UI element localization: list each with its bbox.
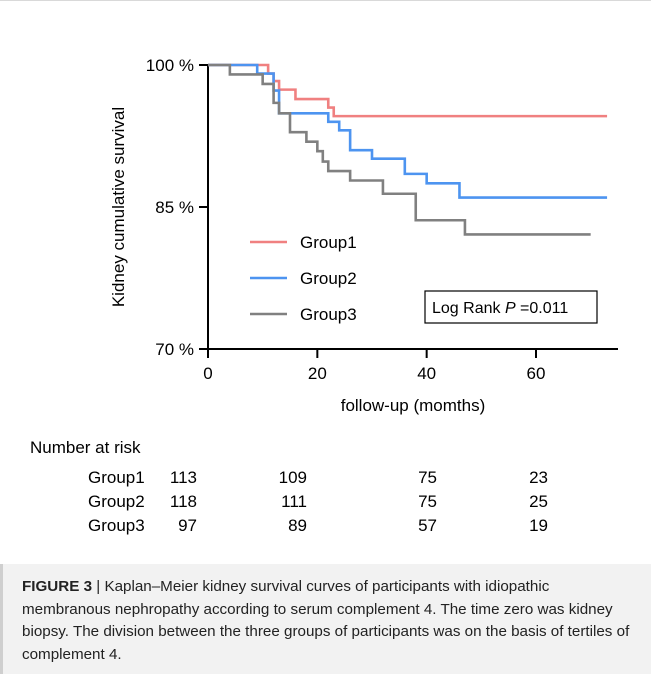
risk-row-group3: Group3 97 89 57 19 (0, 516, 651, 540)
y-tick-label: 70 % (155, 340, 194, 359)
figure-label: FIGURE 3 (22, 578, 93, 595)
risk-cell: 111 (281, 492, 307, 511)
x-axis-title: follow-up (momths) (341, 396, 486, 415)
annotation-p-symbol: P (505, 300, 516, 317)
risk-cell: 75 (418, 468, 437, 487)
legend-label: Group2 (300, 269, 357, 288)
series-line-group3 (208, 63, 591, 236)
y-tick-label: 100 % (146, 56, 194, 75)
risk-row-group1: Group1 113 109 75 23 (0, 468, 651, 492)
caption-separator: | (92, 578, 105, 595)
annotation-prefix: Log Rank (432, 300, 505, 317)
legend-label: Group3 (300, 305, 357, 324)
y-tick-label: 85 % (155, 198, 194, 217)
annotation-text: Log Rank P =0.011 (432, 300, 568, 317)
risk-cell: 113 (169, 468, 197, 487)
figure-caption-box: FIGURE 3 | Kaplan–Meier kidney survival … (0, 564, 651, 674)
risk-cell: 25 (529, 492, 548, 511)
risk-cell: 118 (169, 492, 197, 511)
risk-cell: 75 (418, 492, 437, 511)
risk-cell: 109 (278, 468, 307, 487)
risk-cell: 19 (529, 516, 548, 535)
risk-cell: 57 (418, 516, 437, 535)
axes: 70 % 85 % 100 % 0 20 40 60 follow-up (momths) Ki… (109, 56, 618, 415)
survival-curves (208, 63, 608, 236)
risk-row-label: Group1 (88, 468, 145, 487)
risk-row-label: Group3 (88, 516, 145, 535)
caption-text: Kaplan–Meier kidney survival curves of p… (22, 578, 630, 663)
x-tick-label: 60 (527, 364, 546, 383)
risk-cell: 97 (178, 516, 197, 535)
x-tick-label: 0 (203, 364, 212, 383)
risk-row-label: Group2 (88, 492, 145, 511)
top-divider (0, 0, 651, 1)
figure-caption: FIGURE 3 | Kaplan–Meier kidney survival … (22, 576, 642, 666)
risk-table-title: Number at risk (30, 438, 141, 457)
figure-card: 70 % 85 % 100 % 0 20 40 60 follow-up (momths) Ki… (0, 10, 651, 550)
legend-label: Group1 (300, 233, 357, 252)
legend: Group1 Group2 Group3 (250, 233, 357, 324)
x-tick-label: 20 (308, 364, 327, 383)
log-rank-annotation: Log Rank P =0.011 (424, 290, 598, 324)
y-axis-title: Kidney cumulative survival (109, 107, 128, 307)
annotation-box (424, 290, 598, 324)
risk-cell: 23 (529, 468, 548, 487)
risk-row-group2: Group2 118 111 75 25 (0, 492, 651, 516)
annotation-value: =0.011 (516, 300, 569, 317)
x-tick-label: 40 (417, 364, 436, 383)
survival-chart: 70 % 85 % 100 % 0 20 40 60 follow-up (momths) Ki… (109, 56, 618, 415)
risk-cell: 89 (288, 516, 307, 535)
